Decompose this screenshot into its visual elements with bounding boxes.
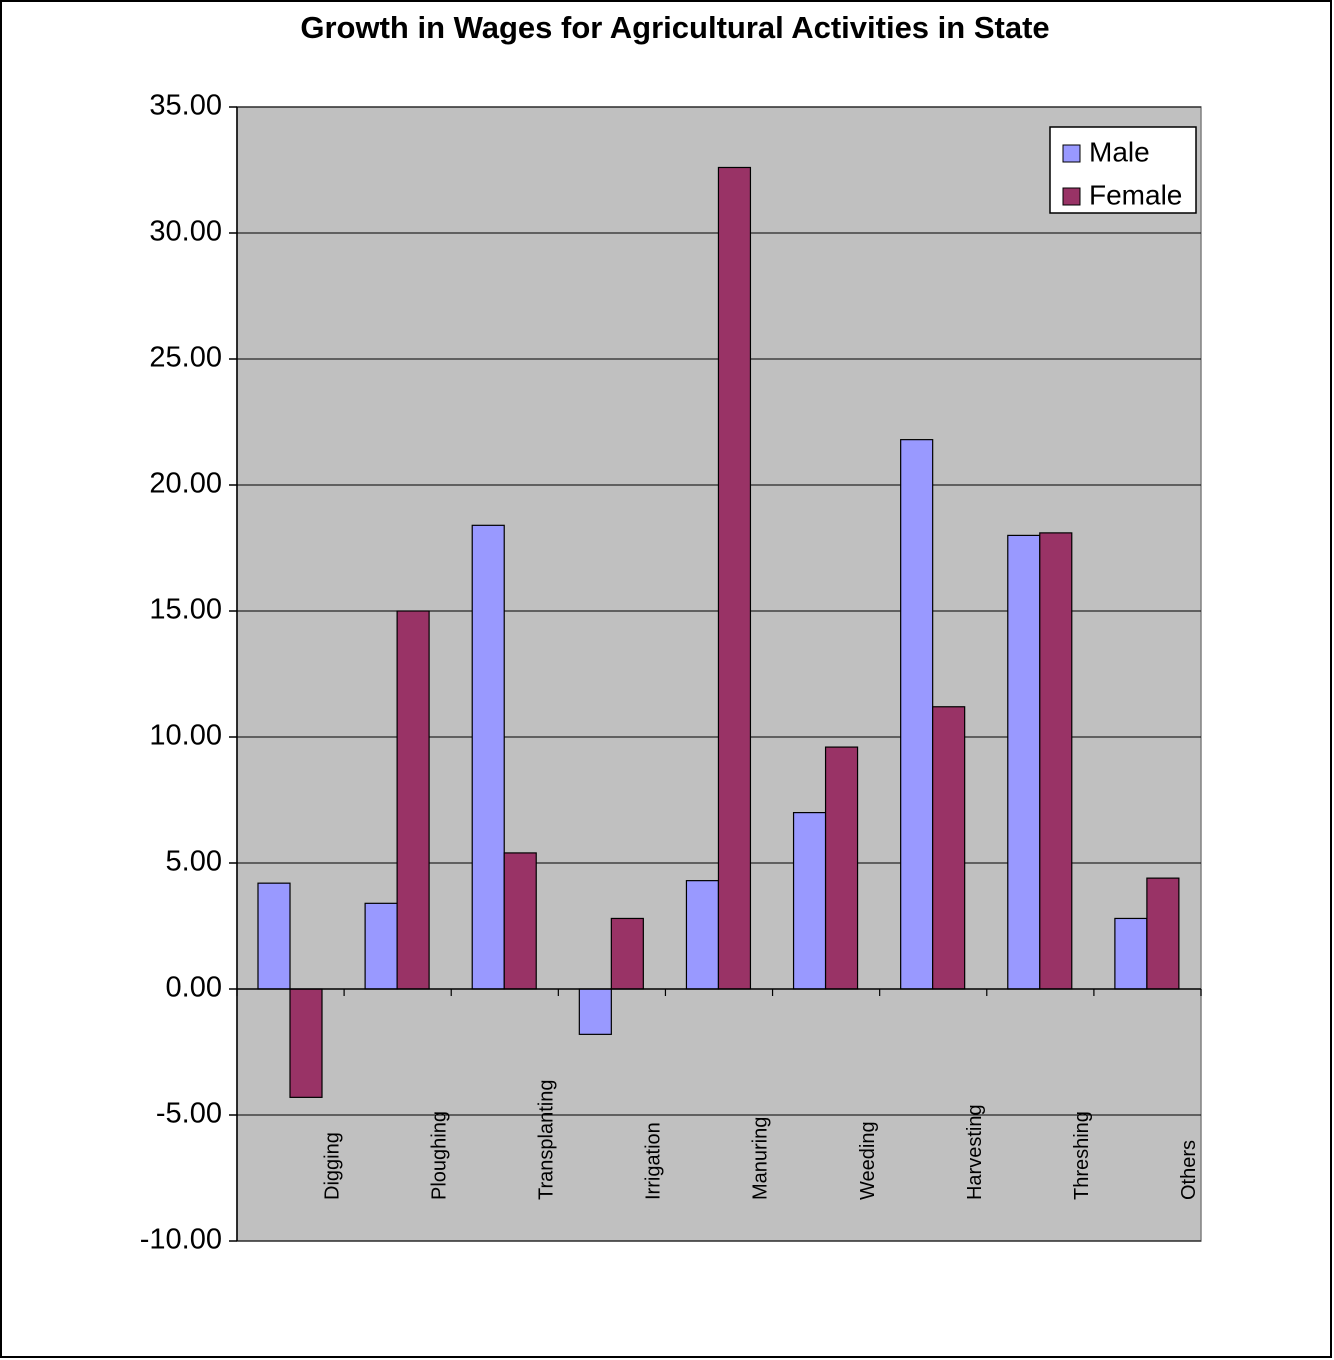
- bar: [364, 902, 398, 990]
- chart-title: Growth in Wages for Agricultural Activit…: [300, 10, 1049, 45]
- x-tick-label: Harvesting: [964, 1104, 986, 1200]
- bar: [1114, 917, 1148, 990]
- y-tick-label: -10.00: [140, 1224, 222, 1256]
- bar: [685, 880, 720, 990]
- x-tick-label: Others: [1178, 1140, 1200, 1200]
- y-tick-label: -5.00: [156, 1098, 222, 1130]
- y-tick-label: 15.00: [149, 594, 222, 626]
- legend-swatch: [1062, 187, 1081, 206]
- x-tick-label: Threshing: [1071, 1111, 1093, 1200]
- y-tick-label: 25.00: [149, 342, 222, 374]
- bar: [932, 706, 966, 990]
- y-tick-label: 5.00: [166, 846, 222, 878]
- y-tick-label: 35.00: [149, 90, 222, 122]
- bar: [1039, 532, 1073, 990]
- legend-swatch: [1062, 144, 1081, 163]
- legend-box: [1049, 126, 1197, 214]
- legend: Male Female: [1049, 126, 1197, 214]
- bar: [1146, 877, 1180, 990]
- bar: [610, 917, 644, 990]
- bar: [717, 166, 752, 990]
- y-tick-label: 0.00: [166, 972, 222, 1004]
- bar: [471, 524, 505, 990]
- x-tick-label: Transplanting: [536, 1080, 558, 1200]
- x-tick-label: Irrigation: [643, 1122, 665, 1200]
- bar: [578, 988, 612, 1035]
- bar: [396, 610, 430, 990]
- legend-label: Male: [1089, 136, 1150, 167]
- x-tick-label: Manuring: [750, 1117, 772, 1200]
- bar: [289, 988, 323, 1098]
- bar: [503, 852, 537, 990]
- x-tick-label: Weeding: [857, 1121, 879, 1200]
- legend-label: Female: [1089, 179, 1182, 210]
- y-tick-label: 30.00: [149, 216, 222, 248]
- y-tick-label: 10.00: [149, 720, 222, 752]
- x-tick-label: Ploughing: [428, 1111, 450, 1200]
- bar: [792, 811, 827, 990]
- bar: [257, 882, 291, 990]
- bar: [824, 746, 859, 990]
- x-tick-label: Digging: [321, 1132, 343, 1200]
- bar: [900, 439, 934, 990]
- bar: [1007, 534, 1041, 990]
- y-tick-label: 20.00: [149, 468, 222, 500]
